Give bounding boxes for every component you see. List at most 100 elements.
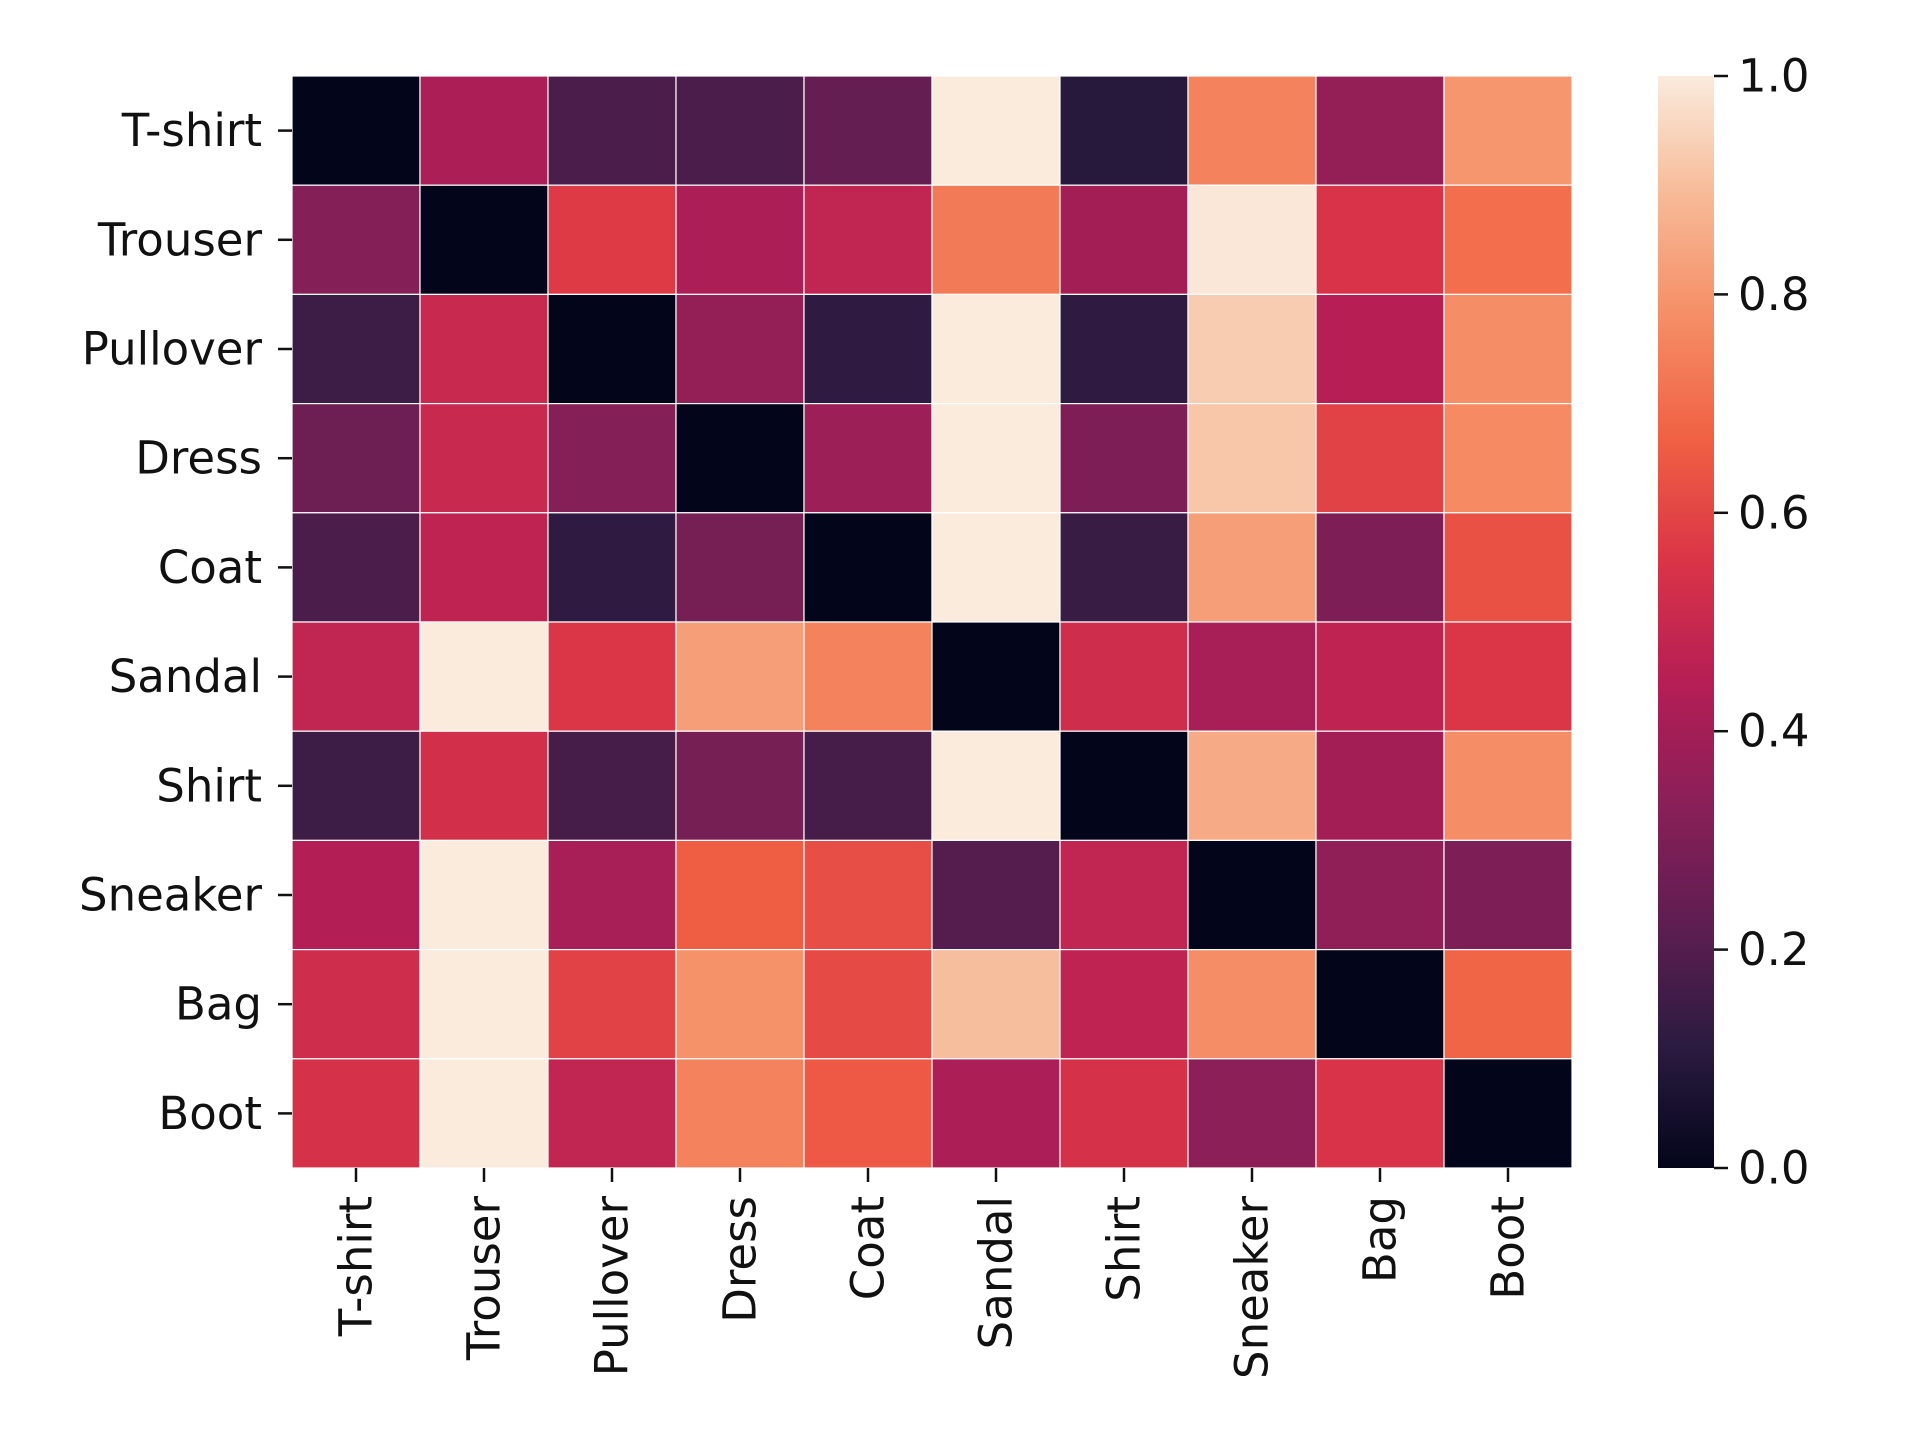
heatmap-cell-3-6 bbox=[1059, 403, 1189, 514]
heatmap-cell-7-8 bbox=[1315, 839, 1445, 951]
heatmap-cell-5-3 bbox=[675, 621, 805, 732]
x-tick-label: T-shirt bbox=[330, 1196, 383, 1337]
heatmap-cell-0-9 bbox=[1443, 75, 1573, 186]
y-tick-label: Bag bbox=[175, 978, 262, 1031]
heatmap-cell-4-0 bbox=[291, 512, 421, 623]
heatmap-cell-6-1 bbox=[419, 730, 549, 842]
heatmap-cell-9-8 bbox=[1315, 1058, 1445, 1169]
heatmap-cell-8-9 bbox=[1443, 948, 1573, 1060]
heatmap-cell-3-2 bbox=[547, 403, 677, 514]
colorbar-tick-label: 0.2 bbox=[1738, 923, 1810, 976]
heatmap-cell-4-6 bbox=[1059, 512, 1189, 623]
x-axis-ticks: T-shirt Trouser Pullover Dress Coat Sandal Shi… bbox=[330, 1168, 1535, 1379]
heatmap-cell-4-2 bbox=[547, 512, 677, 623]
y-tick-label: T-shirt bbox=[121, 104, 262, 157]
heatmap-cell-5-4 bbox=[803, 621, 933, 732]
y-tick-label: Sneaker bbox=[79, 869, 262, 922]
heatmap-cell-3-7 bbox=[1187, 403, 1317, 514]
y-tick-label: Dress bbox=[135, 432, 262, 485]
heatmap-cell-1-0 bbox=[291, 184, 421, 295]
x-tick-label: Coat bbox=[842, 1196, 895, 1300]
x-tick-label: Dress bbox=[714, 1196, 767, 1323]
heatmap-cell-8-6 bbox=[1059, 948, 1189, 1060]
heatmap-cell-9-6 bbox=[1059, 1058, 1189, 1169]
heatmap-cell-6-6 bbox=[1059, 730, 1189, 842]
heatmap-cell-3-9 bbox=[1443, 403, 1573, 514]
heatmap-cell-5-2 bbox=[547, 621, 677, 732]
x-tick-label: Pullover bbox=[586, 1196, 639, 1377]
heatmap-cell-1-5 bbox=[931, 184, 1061, 295]
heatmap-cell-1-7 bbox=[1187, 184, 1317, 295]
x-tick-label: Sneaker bbox=[1226, 1196, 1279, 1379]
heatmap-cell-1-1 bbox=[419, 184, 549, 295]
heatmap-cell-8-7 bbox=[1187, 948, 1317, 1060]
heatmap-cell-6-5 bbox=[931, 730, 1061, 842]
y-axis-ticks: T-shirt Trouser Pullover Dress Coat Sandal Shi… bbox=[79, 104, 292, 1140]
heatmap-cell-8-0 bbox=[291, 948, 421, 1060]
heatmap-cell-2-2 bbox=[547, 293, 677, 405]
heatmap-cells bbox=[291, 75, 1573, 1169]
x-tick-label: Bag bbox=[1354, 1196, 1407, 1283]
heatmap-cell-6-2 bbox=[547, 730, 677, 842]
heatmap-cell-5-9 bbox=[1443, 621, 1573, 732]
heatmap-cell-9-0 bbox=[291, 1058, 421, 1169]
heatmap-cell-0-1 bbox=[419, 75, 549, 186]
heatmap-cell-9-1 bbox=[419, 1058, 549, 1169]
heatmap-cell-3-0 bbox=[291, 403, 421, 514]
heatmap-cell-0-0 bbox=[291, 75, 421, 186]
heatmap-cell-7-6 bbox=[1059, 839, 1189, 951]
y-tick-label: Trouser bbox=[97, 213, 263, 266]
y-tick-label: Boot bbox=[158, 1087, 262, 1140]
heatmap-cell-5-8 bbox=[1315, 621, 1445, 732]
heatmap-cell-5-7 bbox=[1187, 621, 1317, 732]
y-tick-label: Pullover bbox=[82, 323, 263, 376]
y-tick-label: Coat bbox=[158, 541, 262, 594]
heatmap-cell-1-4 bbox=[803, 184, 933, 295]
heatmap-cell-0-5 bbox=[931, 75, 1061, 186]
heatmap-cell-1-3 bbox=[675, 184, 805, 295]
heatmap-cell-9-2 bbox=[547, 1058, 677, 1169]
y-tick-label: Sandal bbox=[109, 650, 262, 703]
heatmap-cell-4-7 bbox=[1187, 512, 1317, 623]
heatmap-cell-9-7 bbox=[1187, 1058, 1317, 1169]
heatmap-cell-8-4 bbox=[803, 948, 933, 1060]
heatmap-cell-8-5 bbox=[931, 948, 1061, 1060]
heatmap-cell-5-5 bbox=[931, 621, 1061, 732]
heatmap-cell-0-8 bbox=[1315, 75, 1445, 186]
y-tick-label: Shirt bbox=[156, 759, 262, 812]
heatmap-cell-0-2 bbox=[547, 75, 677, 186]
heatmap-cell-3-5 bbox=[931, 403, 1061, 514]
heatmap-cell-2-4 bbox=[803, 293, 933, 405]
colorbar-tick-label: 0.0 bbox=[1738, 1142, 1810, 1195]
heatmap-cell-4-9 bbox=[1443, 512, 1573, 623]
heatmap-cell-5-1 bbox=[419, 621, 549, 732]
heatmap-cell-3-3 bbox=[675, 403, 805, 514]
heatmap-cell-5-0 bbox=[291, 621, 421, 732]
heatmap-cell-3-4 bbox=[803, 403, 933, 514]
heatmap-cell-6-9 bbox=[1443, 730, 1573, 842]
heatmap-cell-4-4 bbox=[803, 512, 933, 623]
heatmap-cell-9-4 bbox=[803, 1058, 933, 1169]
heatmap-cell-6-0 bbox=[291, 730, 421, 842]
heatmap-cell-3-8 bbox=[1315, 403, 1445, 514]
heatmap-cell-6-8 bbox=[1315, 730, 1445, 842]
heatmap-cell-2-9 bbox=[1443, 293, 1573, 405]
heatmap-cell-2-0 bbox=[291, 293, 421, 405]
x-tick-label: Trouser bbox=[458, 1196, 511, 1362]
heatmap-cell-1-9 bbox=[1443, 184, 1573, 295]
heatmap-cell-6-4 bbox=[803, 730, 933, 842]
heatmap-cell-9-9 bbox=[1443, 1058, 1573, 1169]
heatmap-cell-7-2 bbox=[547, 839, 677, 951]
heatmap-cell-1-2 bbox=[547, 184, 677, 295]
heatmap-cell-4-1 bbox=[419, 512, 549, 623]
heatmap-cell-2-1 bbox=[419, 293, 549, 405]
heatmap-cell-6-3 bbox=[675, 730, 805, 842]
heatmap-cell-8-1 bbox=[419, 948, 549, 1060]
heatmap-cell-7-5 bbox=[931, 839, 1061, 951]
colorbar-tick-label: 0.8 bbox=[1738, 268, 1810, 321]
heatmap-cell-2-7 bbox=[1187, 293, 1317, 405]
heatmap-cell-7-3 bbox=[675, 839, 805, 951]
heatmap-cell-8-2 bbox=[547, 948, 677, 1060]
heatmap-cell-6-7 bbox=[1187, 730, 1317, 842]
